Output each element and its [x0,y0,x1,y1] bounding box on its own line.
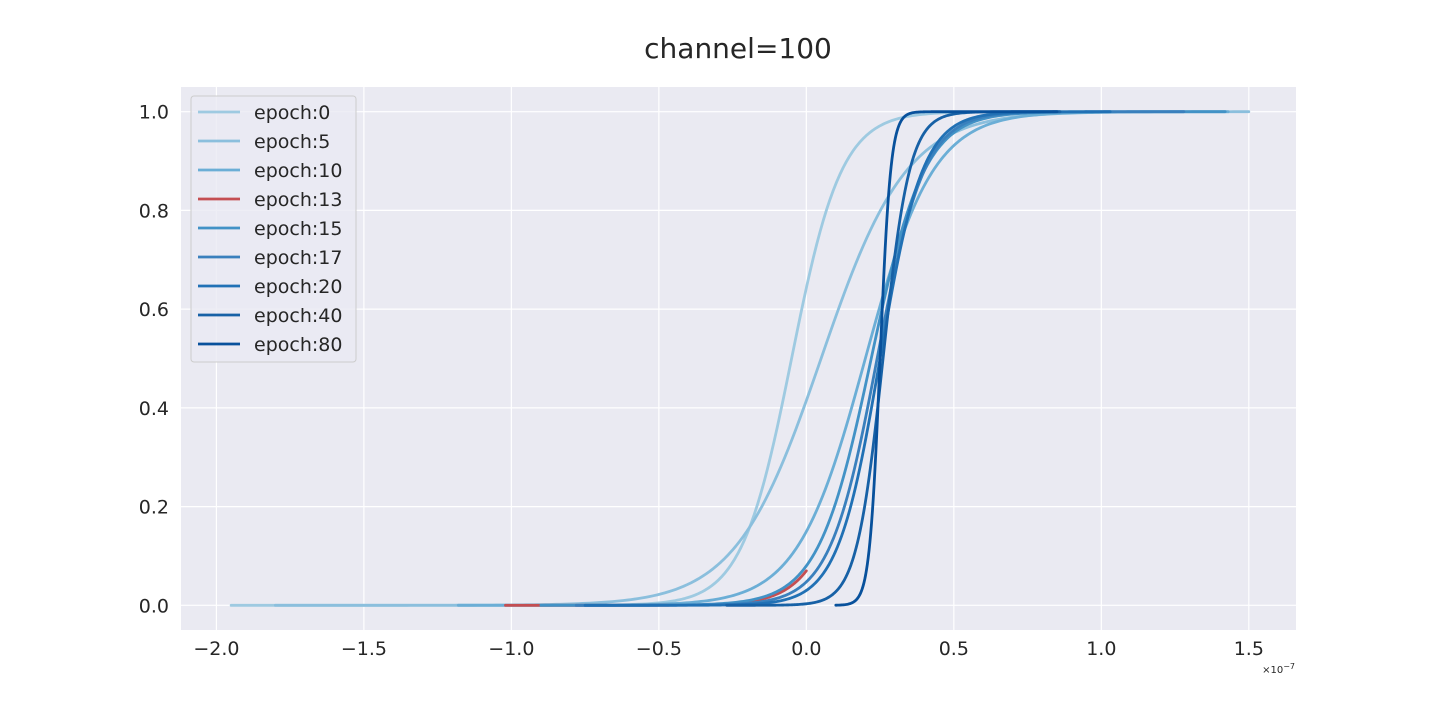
x-tick-label: 0.0 [791,638,821,660]
legend-label: epoch:20 [254,276,342,298]
y-tick-label: 1.0 [139,102,169,124]
y-tick-label: 0.2 [139,497,169,519]
y-tick-labels: 0.0 0.2 0.4 0.6 0.8 1.0 [139,102,169,618]
legend-label: epoch:80 [254,334,342,356]
legend-label: epoch:5 [254,131,330,153]
x-tick-label: −1.0 [488,638,534,660]
plot-background [181,87,1296,630]
x-tick-label: −2.0 [193,638,239,660]
x-tick-label: 1.5 [1234,638,1264,660]
x-scale-label-exponent: −7 [1283,662,1295,671]
y-tick-label: 0.8 [139,200,169,222]
x-tick-label: 0.5 [939,638,969,660]
x-tick-label: 1.0 [1086,638,1116,660]
legend-label: epoch:40 [254,305,342,327]
series-line-epoch-80 [834,110,1059,607]
x-tick-label: −1.5 [341,638,387,660]
x-scale-label: ×10−7 [1262,662,1295,676]
x-scale-label-base: ×10 [1262,665,1283,676]
y-tick-label: 0.4 [139,398,169,420]
y-tick-label: 0.6 [139,299,169,321]
legend-label: epoch:10 [254,160,342,182]
y-tick-label: 0.0 [139,595,169,617]
chart-title: channel=100 [644,32,832,65]
legend-label: epoch:13 [254,189,342,211]
x-tick-label: −0.5 [636,638,682,660]
series-lines [229,110,1251,607]
legend-label: epoch:0 [254,102,330,124]
legend-label: epoch:17 [254,247,342,269]
legend: epoch:0 epoch:5 epoch:10 epoch:13 epoch:15 ep… [190,95,357,363]
legend-box [190,95,357,363]
legend-label: epoch:15 [254,218,342,240]
x-tick-labels: −2.0 −1.5 −1.0 −0.5 0.0 0.5 1.0 1.5 [193,638,1264,660]
